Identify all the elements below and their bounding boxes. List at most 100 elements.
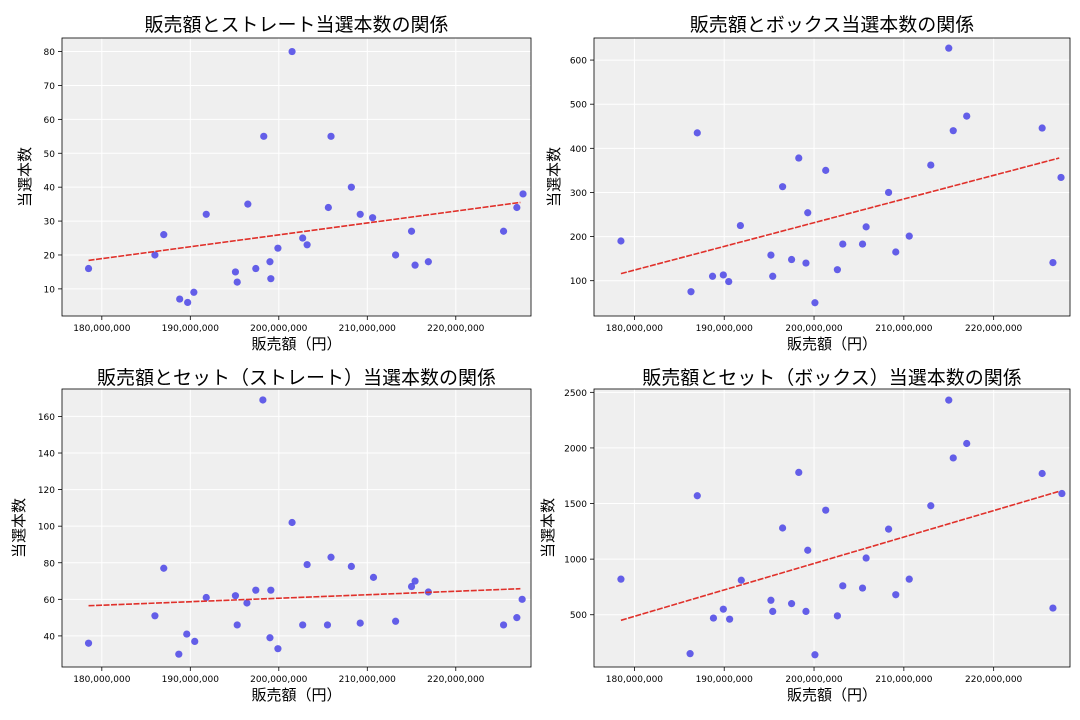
data-point xyxy=(945,396,953,404)
data-point xyxy=(787,255,796,264)
x-axis-label: 販売額（円） xyxy=(787,686,877,704)
data-point xyxy=(407,582,416,591)
data-point xyxy=(1049,604,1057,612)
data-point xyxy=(160,231,168,239)
data-point xyxy=(769,272,777,280)
data-point xyxy=(84,264,93,273)
data-point xyxy=(233,278,241,286)
y-tick-label: 80 xyxy=(44,559,56,569)
data-point xyxy=(736,221,744,230)
data-point xyxy=(725,277,733,286)
x-tick-label: 200,000,000 xyxy=(250,675,308,685)
data-point xyxy=(407,227,416,235)
data-point xyxy=(709,614,718,622)
data-point xyxy=(303,241,311,249)
data-point xyxy=(347,183,355,191)
axes-frame xyxy=(593,388,1071,668)
x-tick-label: 190,000,000 xyxy=(696,324,754,334)
y-tick-label: 50 xyxy=(44,150,56,160)
data-point xyxy=(719,271,727,279)
data-point xyxy=(884,525,893,533)
data-point xyxy=(518,595,526,603)
data-point xyxy=(892,248,900,256)
data-point xyxy=(945,44,953,52)
x-tick-label: 200,000,000 xyxy=(785,324,843,334)
data-point xyxy=(243,599,251,607)
data-point xyxy=(1057,173,1065,182)
y-tick-label: 80 xyxy=(44,48,56,58)
trend-line xyxy=(620,490,1060,622)
x-tick-label: 210,000,000 xyxy=(339,675,397,685)
axes-frame xyxy=(61,388,532,668)
y-tick-label: 1500 xyxy=(564,500,587,510)
data-point xyxy=(202,593,210,602)
data-point xyxy=(499,227,508,235)
y-tick-label: 500 xyxy=(570,611,587,621)
data-point xyxy=(267,586,275,594)
data-point xyxy=(327,553,335,561)
chart-panel-3: 180,000,000 190,000,000 200,000,000 210,000… xyxy=(10,367,532,704)
data-point xyxy=(84,639,93,647)
data-point xyxy=(779,183,787,191)
y-axis-label: 当選本数 xyxy=(10,498,28,558)
data-point xyxy=(151,612,159,620)
y-axis-label: 当選本数 xyxy=(16,147,34,207)
chart-panel-4: 180,000,000 190,000,000 200,000,000 210,000… xyxy=(539,367,1071,704)
data-point xyxy=(811,651,819,659)
data-point xyxy=(858,584,867,592)
chart-title: 販売額とセット（ストレート）当選本数の関係 xyxy=(97,367,496,389)
plot-area xyxy=(594,389,1070,667)
x-tick-label: 200,000,000 xyxy=(250,324,308,334)
data-point xyxy=(949,127,957,135)
x-tick-label: 190,000,000 xyxy=(162,324,220,334)
y-tick-label: 20 xyxy=(44,251,56,261)
data-point xyxy=(424,258,432,266)
data-point xyxy=(175,650,183,658)
data-point xyxy=(160,564,168,572)
data-point xyxy=(233,621,241,629)
data-point xyxy=(719,605,727,613)
data-point xyxy=(176,295,184,303)
data-point xyxy=(795,468,803,476)
data-point xyxy=(1049,259,1057,267)
plot-area xyxy=(62,389,531,667)
data-point xyxy=(802,607,810,616)
data-point xyxy=(839,582,847,590)
data-point xyxy=(190,288,198,296)
data-point xyxy=(687,288,695,296)
data-point xyxy=(769,607,777,616)
data-point xyxy=(822,166,830,174)
y-tick-label: 140 xyxy=(38,450,55,460)
x-tick-label: 220,000,000 xyxy=(427,324,485,334)
x-tick-label: 210,000,000 xyxy=(339,324,397,334)
chart-title: 販売額とストレート当選本数の関係 xyxy=(144,14,448,36)
data-point xyxy=(267,275,275,283)
data-point xyxy=(356,210,364,218)
y-tick-label: 1000 xyxy=(564,556,587,566)
data-point xyxy=(804,209,812,217)
x-axis-label: 販売額（円） xyxy=(251,335,341,353)
data-point xyxy=(767,596,775,604)
y-tick-label: 400 xyxy=(570,145,587,155)
data-point xyxy=(787,600,796,608)
data-point xyxy=(369,573,378,581)
data-point xyxy=(693,129,701,137)
data-point xyxy=(260,132,268,140)
y-tick-label: 10 xyxy=(44,285,56,295)
data-point xyxy=(183,630,191,638)
data-point xyxy=(324,203,332,212)
x-axis-label: 販売額（円） xyxy=(787,335,877,353)
data-point xyxy=(411,577,419,585)
data-point xyxy=(266,258,274,266)
data-point xyxy=(963,112,971,120)
data-point xyxy=(274,244,282,252)
axes-frame xyxy=(61,37,532,317)
data-point xyxy=(202,210,210,218)
data-point xyxy=(356,619,364,627)
x-axis-label: 販売額（円） xyxy=(251,686,341,704)
data-point xyxy=(513,203,521,212)
data-point xyxy=(259,396,267,404)
data-point xyxy=(252,264,260,273)
data-point xyxy=(617,237,625,245)
